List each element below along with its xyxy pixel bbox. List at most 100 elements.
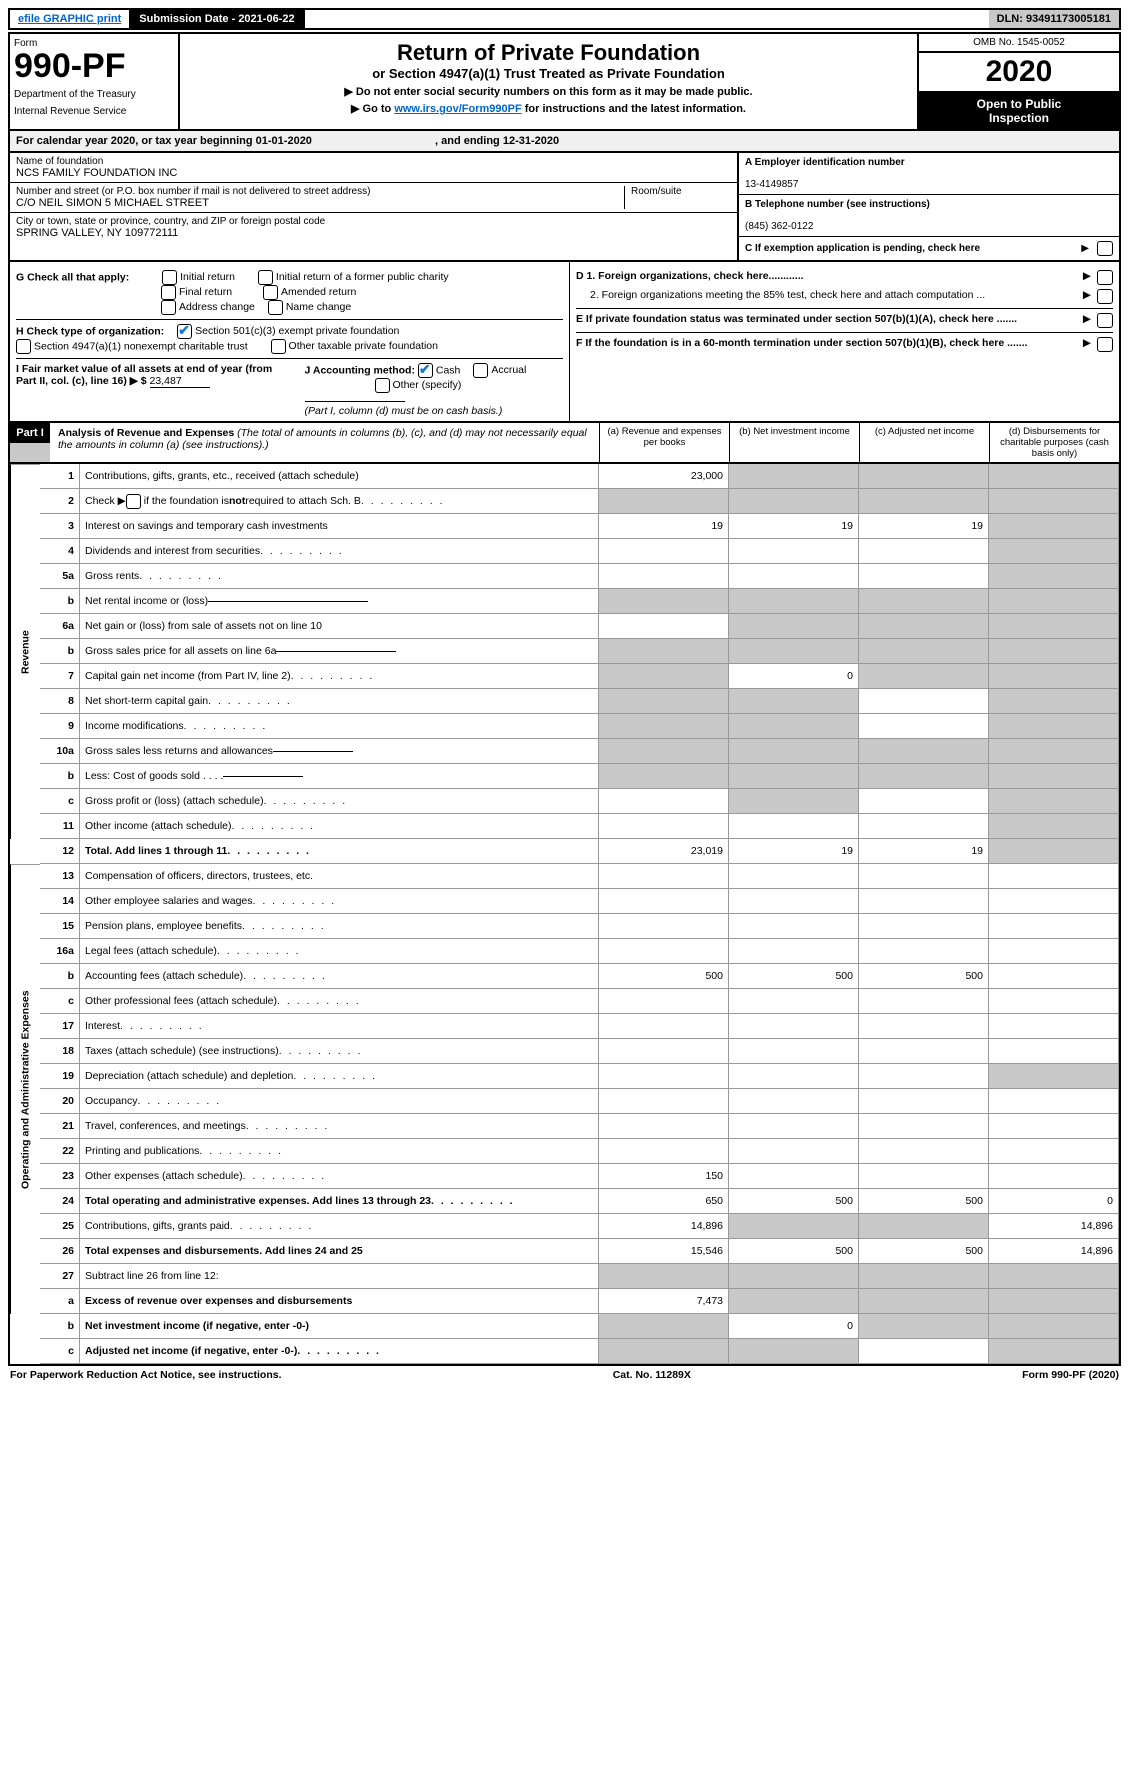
- omb-number: OMB No. 1545-0052: [919, 34, 1119, 53]
- irs-link[interactable]: www.irs.gov/Form990PF: [394, 103, 521, 115]
- line-desc: Occupancy: [80, 1089, 599, 1114]
- form-number-block: Form 990-PF Department of the Treasury I…: [10, 34, 180, 129]
- line-no: 2: [40, 489, 80, 514]
- goto-instr: ▶ Go to www.irs.gov/Form990PF for instru…: [186, 102, 911, 115]
- address-change-chk[interactable]: [161, 300, 176, 315]
- final-return-chk[interactable]: [161, 285, 176, 300]
- line-no: b: [40, 964, 80, 989]
- fmv-value: 23,487: [150, 375, 210, 388]
- line-no: 1: [40, 464, 80, 489]
- 501c3-chk[interactable]: [177, 324, 192, 339]
- ein-cell: A Employer identification number 13-4149…: [739, 153, 1119, 195]
- line-no: 21: [40, 1114, 80, 1139]
- form-ref: Form 990-PF (2020): [1022, 1369, 1119, 1381]
- sch-b-chk[interactable]: [126, 494, 141, 509]
- line-no: 3: [40, 514, 80, 539]
- line-no: 17: [40, 1014, 80, 1039]
- initial-return-chk[interactable]: [162, 270, 177, 285]
- line-desc: Contributions, gifts, grants, etc., rece…: [80, 464, 599, 489]
- ein: 13-4149857: [745, 179, 798, 190]
- line-no: 23: [40, 1164, 80, 1189]
- line-desc: Net gain or (loss) from sale of assets n…: [80, 614, 599, 639]
- line-no: 9: [40, 714, 80, 739]
- e-chk[interactable]: [1097, 313, 1113, 328]
- exemption-pending: C If exemption application is pending, c…: [739, 237, 1119, 260]
- cell-a: 23,000: [599, 464, 729, 489]
- f-chk[interactable]: [1097, 337, 1113, 352]
- line-desc: Dividends and interest from securities: [80, 539, 599, 564]
- exemption-checkbox[interactable]: [1097, 241, 1113, 256]
- line-no: 19: [40, 1064, 80, 1089]
- line-desc: Other employee salaries and wages: [80, 889, 599, 914]
- line-desc: Adjusted net income (if negative, enter …: [80, 1339, 599, 1364]
- line-desc: Pension plans, employee benefits: [80, 914, 599, 939]
- foundation-name-cell: Name of foundation NCS FAMILY FOUNDATION…: [10, 153, 737, 183]
- amended-return-chk[interactable]: [263, 285, 278, 300]
- line-desc: Legal fees (attach schedule): [80, 939, 599, 964]
- room-suite: Room/suite: [624, 186, 731, 209]
- line-desc: Interest: [80, 1014, 599, 1039]
- line-no: 4: [40, 539, 80, 564]
- line-desc: Income modifications: [80, 714, 599, 739]
- line-no: 24: [40, 1189, 80, 1214]
- line-no: 27: [40, 1264, 80, 1289]
- line-desc: Capital gain net income (from Part IV, l…: [80, 664, 599, 689]
- form-header: Form 990-PF Department of the Treasury I…: [8, 32, 1121, 131]
- cash-chk[interactable]: [418, 363, 433, 378]
- efile-bar: efile GRAPHIC print Submission Date - 20…: [8, 8, 1121, 30]
- pra-notice: For Paperwork Reduction Act Notice, see …: [10, 1369, 282, 1381]
- d1-chk[interactable]: [1097, 270, 1113, 285]
- line-no: c: [40, 789, 80, 814]
- line-desc: Gross profit or (loss) (attach schedule): [80, 789, 599, 814]
- line-no: c: [40, 1339, 80, 1364]
- entity-info: Name of foundation NCS FAMILY FOUNDATION…: [8, 153, 1121, 262]
- line-no: 13: [40, 864, 80, 889]
- cell-d: [989, 464, 1119, 489]
- line-desc: Less: Cost of goods sold . . . .: [80, 764, 599, 789]
- other-method-chk[interactable]: [375, 378, 390, 393]
- line-no: 8: [40, 689, 80, 714]
- line-no: a: [40, 1289, 80, 1314]
- line-desc: Travel, conferences, and meetings: [80, 1114, 599, 1139]
- line-no: 26: [40, 1239, 80, 1264]
- line-no: 18: [40, 1039, 80, 1064]
- col-b-hdr: (b) Net investment income: [729, 423, 859, 462]
- city-cell: City or town, state or province, country…: [10, 213, 737, 242]
- phone-cell: B Telephone number (see instructions) (8…: [739, 195, 1119, 237]
- page-footer: For Paperwork Reduction Act Notice, see …: [8, 1366, 1121, 1384]
- part1-title: Analysis of Revenue and Expenses (The to…: [50, 423, 599, 462]
- dept-treasury: Department of the Treasury: [14, 89, 174, 100]
- line-desc: Check ▶ if the foundation is not require…: [80, 489, 599, 514]
- f-label: F If the foundation is in a 60-month ter…: [576, 337, 1077, 349]
- line-no: 10a: [40, 739, 80, 764]
- line-desc: Interest on savings and temporary cash i…: [80, 514, 599, 539]
- other-taxable-chk[interactable]: [271, 339, 286, 354]
- cash-basis-note: (Part I, column (d) must be on cash basi…: [305, 405, 503, 417]
- line-desc: Compensation of officers, directors, tru…: [80, 864, 599, 889]
- d2-chk[interactable]: [1097, 289, 1113, 304]
- initial-former-chk[interactable]: [258, 270, 273, 285]
- form-subtitle: or Section 4947(a)(1) Trust Treated as P…: [186, 66, 911, 81]
- line-no: b: [40, 589, 80, 614]
- 4947-chk[interactable]: [16, 339, 31, 354]
- h-label: H Check type of organization:: [16, 325, 164, 337]
- line-desc: Total. Add lines 1 through 11: [80, 839, 599, 864]
- line-no: b: [40, 639, 80, 664]
- line-desc: Depreciation (attach schedule) and deple…: [80, 1064, 599, 1089]
- year-block: OMB No. 1545-0052 2020 Open to PublicIns…: [919, 34, 1119, 129]
- line-desc: Net investment income (if negative, ente…: [80, 1314, 599, 1339]
- line-desc: Gross rents: [80, 564, 599, 589]
- line-desc: Net short-term capital gain: [80, 689, 599, 714]
- part1-label: Part I: [10, 423, 50, 443]
- line-no: b: [40, 1314, 80, 1339]
- line-no: 16a: [40, 939, 80, 964]
- line-no: 6a: [40, 614, 80, 639]
- line-desc: Printing and publications: [80, 1139, 599, 1164]
- line-desc: Other income (attach schedule): [80, 814, 599, 839]
- name-change-chk[interactable]: [268, 300, 283, 315]
- e-label: E If private foundation status was termi…: [576, 313, 1077, 325]
- accrual-chk[interactable]: [473, 363, 488, 378]
- line-desc: Accounting fees (attach schedule): [80, 964, 599, 989]
- line-desc: Net rental income or (loss): [80, 589, 599, 614]
- efile-graphic-link[interactable]: efile GRAPHIC print: [10, 10, 131, 28]
